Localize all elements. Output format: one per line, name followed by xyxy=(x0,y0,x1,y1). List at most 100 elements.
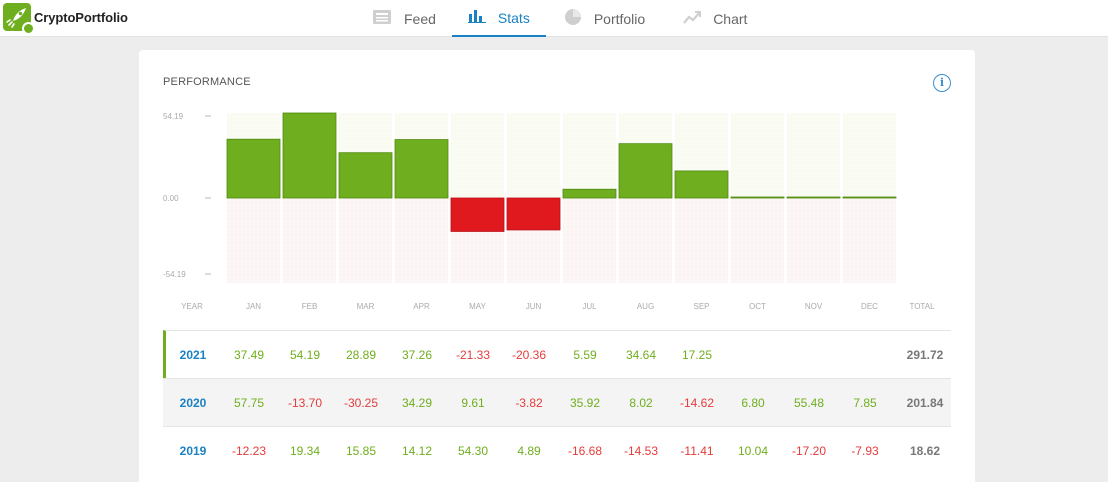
row-month-value: -13.70 xyxy=(287,395,323,410)
row-month-value: 15.85 xyxy=(345,443,377,458)
top-bar: CryptoPortfolio Feed Stats Portfolio Cha… xyxy=(0,0,1108,37)
month-label-sep: SEP xyxy=(693,302,709,311)
chart-bg-positive xyxy=(843,113,896,198)
row-month-value: 54.30 xyxy=(457,443,489,458)
chart-bar-jan[interactable] xyxy=(226,138,281,199)
chart-bg-positive xyxy=(451,113,504,198)
chart-bg-negative xyxy=(619,198,672,283)
tab-stats-label: Stats xyxy=(497,9,530,26)
row-month-value: -12.23 xyxy=(231,443,267,458)
bar-chart-icon xyxy=(467,9,486,26)
chart-bar-dec[interactable] xyxy=(842,196,897,199)
row-total: 18.62 xyxy=(909,443,941,458)
performance-chart: 54.19 0.00 -54.19 JAN FEB MAR APR MAY JUN JUL AUG… xyxy=(163,112,935,311)
chart-bg-positive xyxy=(787,113,840,198)
row-month-value: 34.64 xyxy=(625,347,657,362)
chart-bg-negative xyxy=(787,198,840,283)
month-label-may: MAY xyxy=(469,302,486,311)
row-month-value: -20.36 xyxy=(511,347,547,362)
row-month-value: -14.62 xyxy=(679,395,715,410)
chart-bg-positive xyxy=(563,113,616,198)
chart-bg-negative xyxy=(843,198,896,283)
y-tick-label: 0.00 xyxy=(163,194,179,203)
app-logo[interactable]: CryptoPortfolio xyxy=(3,3,128,35)
check-badge-icon xyxy=(22,22,35,35)
chart-bar-sep[interactable] xyxy=(674,170,729,199)
performance-table: 2021 37.49 54.19 28.89 37.26 -21.33 -20.36 5.59… xyxy=(163,330,951,474)
feed-icon xyxy=(372,9,392,28)
month-label-aug: AUG xyxy=(637,302,654,311)
row-total: 291.72 xyxy=(906,347,944,362)
chart-bg-negative xyxy=(563,198,616,283)
row-month-value: -17.20 xyxy=(791,443,827,458)
tab-feed-label: Feed xyxy=(404,10,436,27)
chart-bar-may[interactable] xyxy=(450,197,505,232)
tab-chart[interactable]: Chart xyxy=(661,0,763,37)
chart-bg-negative xyxy=(283,198,336,283)
row-month-value: -7.93 xyxy=(851,443,879,458)
chart-bar-oct[interactable] xyxy=(730,196,785,199)
row-month-value: 37.26 xyxy=(401,347,433,362)
row-month-value: -30.25 xyxy=(343,395,379,410)
row-month-value: 5.59 xyxy=(573,347,597,362)
row-month-value: 57.75 xyxy=(233,395,265,410)
month-label-jan: JAN xyxy=(246,302,261,311)
performance-title: PERFORMANCE xyxy=(163,76,251,88)
main-tabs: Feed Stats Portfolio Chart xyxy=(356,0,763,37)
chart-bar-feb[interactable] xyxy=(282,112,337,199)
row-month-value: 9.61 xyxy=(461,395,485,410)
month-label-jun: JUN xyxy=(526,302,542,311)
table-row[interactable]: 2021 37.49 54.19 28.89 37.26 -21.33 -20.36 5.59… xyxy=(163,330,951,378)
chart-bar-apr[interactable] xyxy=(394,139,449,199)
app-name: CryptoPortfolio xyxy=(34,9,128,25)
row-year[interactable]: 2020 xyxy=(179,395,207,410)
chart-bg-positive xyxy=(507,113,560,198)
row-year[interactable]: 2021 xyxy=(179,347,207,362)
row-month-value: 34.29 xyxy=(401,395,433,410)
chart-bar-jul[interactable] xyxy=(562,188,617,199)
total-column-label: TOTAL xyxy=(909,302,935,311)
year-column-label: YEAR xyxy=(181,302,203,311)
tab-chart-label: Chart xyxy=(713,10,748,27)
chart-bg-negative xyxy=(395,198,448,283)
chart-bar-jun[interactable] xyxy=(506,197,561,231)
table-row[interactable]: 2020 57.75 -13.70 -30.25 34.29 9.61 -3.82 35.92… xyxy=(163,378,951,426)
row-month-value: -3.82 xyxy=(515,395,543,410)
row-month-value: 35.92 xyxy=(569,395,601,410)
y-tick-label: -54.19 xyxy=(163,270,186,279)
row-month-value: 14.12 xyxy=(401,443,433,458)
table-row[interactable]: 2019 -12.23 19.34 15.85 14.12 54.30 4.89 -16.68… xyxy=(163,426,951,474)
chart-bg-negative xyxy=(731,198,784,283)
row-month-value: 10.04 xyxy=(737,443,769,458)
row-month-value: 28.89 xyxy=(345,347,377,362)
month-label-feb: FEB xyxy=(302,302,318,311)
month-label-jul: JUL xyxy=(582,302,597,311)
pie-chart-icon xyxy=(564,8,582,29)
row-month-value: 55.48 xyxy=(793,395,825,410)
tab-feed[interactable]: Feed xyxy=(356,0,452,37)
month-label-nov: NOV xyxy=(805,302,823,311)
row-month-value: -11.41 xyxy=(680,443,714,458)
chart-bg-negative xyxy=(339,198,392,283)
chart-bar-nov[interactable] xyxy=(786,196,841,199)
row-month-value: 37.49 xyxy=(233,347,265,362)
chart-bar-aug[interactable] xyxy=(618,143,673,199)
info-icon[interactable]: i xyxy=(933,74,951,92)
tab-portfolio-label: Portfolio xyxy=(593,10,646,27)
month-label-mar: MAR xyxy=(357,302,375,311)
tab-stats[interactable]: Stats xyxy=(451,0,546,37)
rocket-icon xyxy=(3,3,35,35)
line-chart-icon xyxy=(683,10,702,27)
row-total: 201.84 xyxy=(906,395,944,410)
row-month-value: 19.34 xyxy=(289,443,321,458)
row-month-value: 54.19 xyxy=(289,347,321,362)
month-label-dec: DEC xyxy=(861,302,878,311)
performance-card: PERFORMANCE i 54.19 0.00 -54.19 JAN FEB MAR A… xyxy=(139,50,975,482)
month-label-apr: APR xyxy=(413,302,430,311)
chart-bar-mar[interactable] xyxy=(338,152,393,199)
row-month-value: -21.33 xyxy=(455,347,491,362)
chart-bg-positive xyxy=(731,113,784,198)
row-year[interactable]: 2019 xyxy=(179,443,207,458)
row-month-value: 17.25 xyxy=(681,347,713,362)
tab-portfolio[interactable]: Portfolio xyxy=(546,0,661,37)
